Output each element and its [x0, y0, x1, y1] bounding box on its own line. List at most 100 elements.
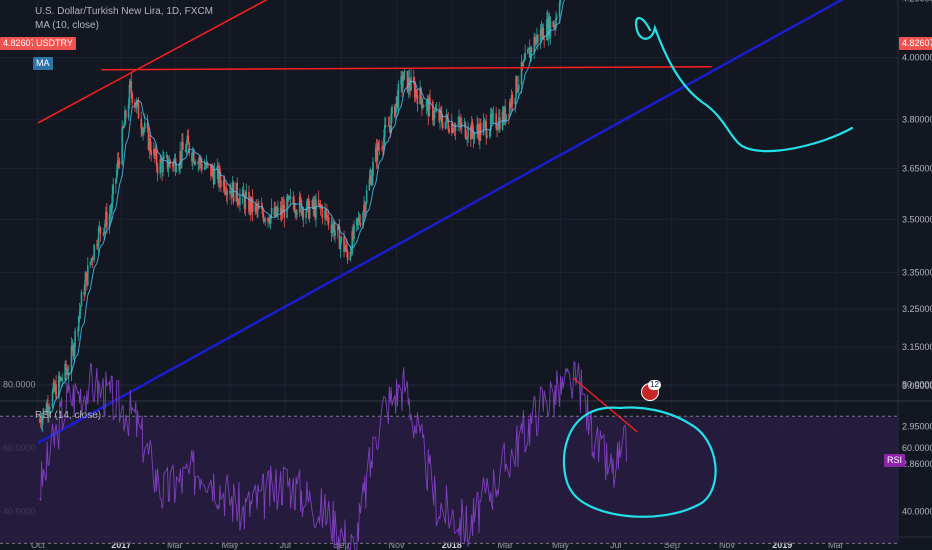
candle-body [516, 76, 518, 92]
symbol-tag: USDTRY [33, 37, 76, 50]
candle-body [517, 89, 519, 92]
candle-body [389, 125, 392, 133]
candle-body [279, 207, 282, 215]
candle-body [300, 200, 303, 215]
candle-body [307, 198, 310, 219]
candle-body [258, 206, 260, 209]
candle-body [48, 406, 51, 411]
candle-body [317, 199, 320, 206]
candle-body [549, 21, 552, 37]
candle-body [353, 224, 355, 239]
candle-body [503, 107, 506, 123]
rsi-line [39, 361, 628, 550]
candle-body [383, 136, 385, 149]
ma-study-label[interactable]: MA (10, close) [35, 20, 99, 31]
candle-body [237, 200, 239, 204]
candle-body [548, 16, 551, 37]
candle-body [239, 195, 241, 206]
candle-body [536, 34, 538, 40]
candle-body [47, 403, 49, 414]
candle-body [262, 214, 265, 222]
candle-body [524, 53, 526, 60]
candle-body [78, 311, 81, 317]
candle-body [502, 111, 505, 123]
candle-body [282, 205, 285, 213]
candle-body [77, 316, 80, 332]
candle-body [67, 371, 69, 376]
candle-body [331, 227, 334, 233]
rsi-study-label[interactable]: RSI (14, close) [35, 410, 102, 421]
candle-body [376, 143, 379, 161]
candle-body [421, 98, 423, 109]
candle-body [433, 110, 436, 119]
candle-body [552, 21, 555, 28]
candle-body [508, 114, 510, 116]
candle-body [248, 192, 250, 212]
candle-body [59, 377, 62, 381]
candle-body [58, 375, 60, 398]
candle-body [269, 214, 272, 224]
candle-body [466, 138, 468, 139]
candle-body [505, 114, 507, 122]
candle-body [42, 408, 45, 416]
candle-body [419, 88, 421, 104]
candle-body [243, 196, 246, 209]
candle-body [454, 124, 457, 132]
candle-body [77, 330, 79, 332]
candle-body [425, 101, 428, 107]
candle-body [547, 16, 550, 37]
candle-body [115, 170, 118, 179]
candle-body [90, 258, 93, 262]
candle-body [365, 190, 368, 203]
candle-body [192, 151, 195, 163]
candle-body [397, 84, 400, 108]
candle-body [344, 249, 346, 252]
candle-body [229, 190, 231, 194]
candle-body [160, 159, 162, 163]
candle-body [216, 166, 219, 170]
candle-body [559, 0, 562, 4]
candle-body [504, 107, 507, 122]
candle-body [483, 121, 486, 123]
candle-body [48, 410, 50, 414]
candle-body [527, 49, 529, 54]
event-badge[interactable]: 12 [641, 380, 661, 401]
candle-body [288, 196, 291, 199]
candle-body [211, 167, 214, 173]
candle-body [355, 218, 358, 225]
candle-body [432, 118, 435, 120]
candle-body [490, 113, 493, 119]
candle-body [261, 206, 264, 215]
candle-body [270, 207, 273, 215]
candle-body [280, 205, 283, 215]
candle-body [457, 123, 459, 125]
candle-body [403, 71, 406, 73]
chart-title[interactable]: U.S. Dollar/Turkish New Lira, 1D, FXCM [35, 6, 213, 17]
candle-body [267, 217, 269, 222]
candle-body [542, 27, 545, 40]
candle-body [420, 88, 422, 99]
candle-body [185, 143, 188, 152]
candle-body [319, 203, 322, 208]
candle-body [473, 132, 476, 140]
candle-body [357, 218, 360, 222]
time-tick-label: Oct [31, 540, 46, 550]
price-tick-label: 3.15000 [902, 342, 932, 352]
candle-body [496, 128, 498, 130]
candle-body [249, 198, 251, 212]
candle-body [540, 29, 543, 37]
candle-body [387, 125, 390, 127]
candle-body [186, 135, 189, 144]
time-tick-label: 2019 [772, 540, 792, 550]
candle-body [471, 122, 474, 133]
candle-body [413, 82, 416, 98]
candle-body [452, 130, 455, 133]
candle-body [256, 206, 258, 211]
candle-body [521, 62, 524, 67]
candle-body [181, 141, 183, 161]
candle-body [203, 167, 206, 170]
price-tick-label: 2.95000 [902, 421, 932, 431]
candle-body [92, 258, 95, 261]
candle-body [108, 214, 111, 228]
